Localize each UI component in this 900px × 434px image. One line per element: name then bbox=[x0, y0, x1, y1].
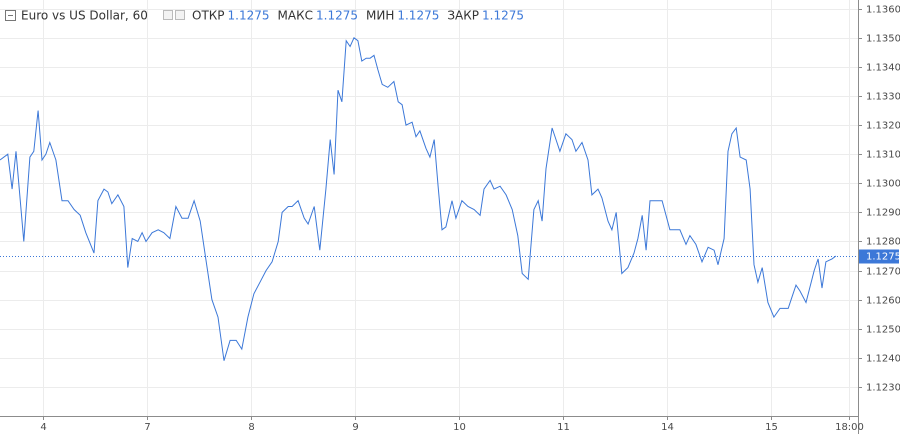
x-tick-label: 4 bbox=[40, 422, 46, 433]
collapse-icon[interactable] bbox=[5, 10, 16, 21]
legend: Euro vs US Dollar, 60 ОТКР 1.1275 МАКС 1.12… bbox=[5, 9, 524, 23]
y-tick-label: 1.1260 bbox=[866, 296, 900, 307]
ohlc-value: 1.1275 bbox=[316, 9, 358, 23]
y-tick-label: 1.1240 bbox=[866, 354, 900, 365]
last-price-label: 1.1275 bbox=[866, 252, 900, 263]
last-price-tag bbox=[859, 249, 899, 264]
ohlc-label: МАКС bbox=[278, 9, 313, 23]
eye-icon[interactable] bbox=[163, 10, 173, 20]
x-tick-label: 9 bbox=[352, 422, 358, 433]
y-tick-label: 1.1320 bbox=[866, 121, 900, 132]
chart-title: Euro vs US Dollar, 60 bbox=[21, 9, 148, 23]
y-tick-label: 1.1230 bbox=[866, 383, 900, 394]
plot-area bbox=[0, 37, 858, 361]
y-tick-label: 1.1310 bbox=[866, 150, 900, 161]
settings-icon[interactable] bbox=[175, 10, 185, 20]
y-tick-label: 1.1340 bbox=[866, 63, 900, 74]
ohlc-values: ОТКР 1.1275 МАКС 1.1275 МИН 1.1275 ЗАКР 1.1275 bbox=[192, 9, 524, 23]
ohlc-value: 1.1275 bbox=[228, 9, 270, 23]
y-tick-label: 1.1290 bbox=[866, 208, 900, 219]
x-tick-label: 10 bbox=[453, 422, 466, 433]
ohlc-value: 1.1275 bbox=[482, 9, 524, 23]
y-tick-label: 1.1300 bbox=[866, 179, 900, 190]
x-tick-label: 11 bbox=[557, 422, 570, 433]
y-tick-label: 1.1330 bbox=[866, 92, 900, 103]
y-tick-label: 1.1360 bbox=[866, 5, 900, 16]
x-tick-label: 18:00 bbox=[835, 422, 864, 433]
ohlc-label: ЗАКР bbox=[447, 9, 479, 23]
x-tick-label: 7 bbox=[144, 422, 150, 433]
x-tick-label: 14 bbox=[661, 422, 674, 433]
y-tick-label: 1.1350 bbox=[866, 34, 900, 45]
grid bbox=[0, 0, 858, 416]
x-tick-label: 8 bbox=[248, 422, 254, 433]
axes: 1.1230 1.1240 1.1250 1.1260 1.1270 1.1280 1.12… bbox=[40, 5, 900, 434]
y-tick-label: 1.1250 bbox=[866, 325, 900, 336]
ohlc-label: МИН bbox=[366, 9, 394, 23]
x-tick-label: 15 bbox=[765, 422, 778, 433]
price-line bbox=[0, 37, 837, 361]
ohlc-value: 1.1275 bbox=[397, 9, 439, 23]
y-tick-label: 1.1280 bbox=[866, 237, 900, 248]
ohlc-label: ОТКР bbox=[192, 9, 225, 23]
y-tick-label: 1.1270 bbox=[866, 267, 900, 278]
